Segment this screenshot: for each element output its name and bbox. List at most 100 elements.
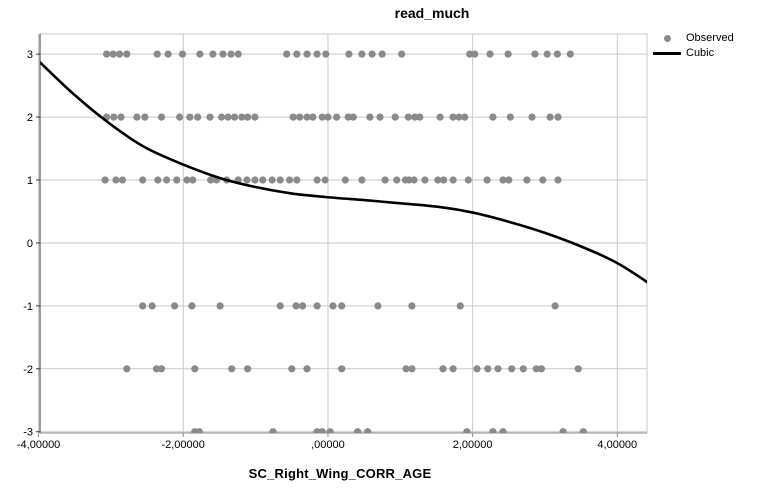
- x-tick-label: ,00000: [311, 439, 345, 451]
- observed-point: [404, 113, 412, 121]
- observed-point: [244, 113, 252, 121]
- legend-label-observed: Observed: [686, 32, 734, 44]
- observed-point: [421, 176, 429, 184]
- observed-point: [505, 176, 513, 184]
- observed-point: [157, 113, 166, 121]
- observed-point: [196, 50, 204, 58]
- legend-marker-box: [652, 34, 682, 42]
- observed-point: [393, 176, 401, 184]
- observed-point: [566, 50, 574, 58]
- observed-point: [391, 113, 399, 121]
- observed-point: [188, 302, 196, 310]
- observed-point: [176, 113, 184, 121]
- observed-point: [537, 365, 546, 373]
- observed-point: [218, 113, 226, 121]
- legend-label-cubic: Cubic: [686, 47, 715, 59]
- chart-title: read_much: [394, 5, 470, 21]
- y-tick-label: 0: [27, 238, 33, 250]
- x-tick-label: -2,00000: [161, 439, 204, 451]
- observed-point: [574, 365, 582, 373]
- observed-point: [227, 50, 235, 58]
- observed-point: [171, 302, 179, 310]
- cubic-line-marker-icon: [653, 51, 681, 55]
- observed-point: [539, 176, 547, 184]
- observed-point: [329, 302, 337, 310]
- observed-point: [234, 50, 242, 58]
- observed-point: [244, 365, 252, 373]
- observed-point: [313, 176, 321, 184]
- observed-point: [341, 176, 349, 184]
- observed-point: [411, 113, 419, 121]
- observed-point: [313, 50, 321, 58]
- legend-item-observed: Observed: [652, 32, 734, 44]
- observed-point: [123, 365, 131, 373]
- observed-point: [486, 50, 494, 58]
- observed-point: [508, 365, 516, 373]
- observed-point: [139, 302, 147, 310]
- observed-point: [154, 176, 162, 184]
- observed-point: [231, 113, 239, 121]
- observed-point: [408, 302, 416, 310]
- observed-point: [449, 113, 457, 121]
- observed-point: [376, 113, 384, 121]
- observed-point: [251, 113, 259, 121]
- observed-point: [559, 428, 567, 433]
- observed-point: [338, 302, 346, 310]
- y-tick-label: -2: [23, 364, 33, 376]
- observed-point: [118, 176, 127, 184]
- observed-point: [345, 50, 353, 58]
- observed-point: [224, 113, 232, 121]
- observed-point: [292, 302, 300, 310]
- observed-point: [463, 428, 471, 433]
- observed-point: [268, 176, 276, 184]
- observed-point: [531, 50, 539, 58]
- observed-point: [269, 428, 277, 433]
- observed-point: [519, 365, 527, 373]
- observed-point: [378, 50, 386, 58]
- observed-point: [141, 113, 149, 121]
- observed-point: [489, 428, 497, 433]
- legend: Observed Cubic: [652, 32, 734, 59]
- y-tick-label: 2: [27, 112, 33, 124]
- legend-marker-box: [652, 51, 682, 55]
- observed-point: [416, 113, 424, 121]
- observed-point: [434, 176, 442, 184]
- y-tick-labels: 3 2 1 0 -1 -2 -3: [23, 49, 33, 439]
- observed-point: [354, 428, 362, 433]
- x-tick-label: 4,00000: [597, 439, 637, 451]
- observed-point: [139, 176, 147, 184]
- observed-point: [103, 50, 111, 58]
- observed-point: [489, 113, 497, 121]
- gridlines: [38, 34, 647, 433]
- observed-point: [286, 176, 294, 184]
- observed-point: [243, 176, 251, 184]
- observed-point: [543, 50, 551, 58]
- observed-point: [191, 365, 199, 373]
- observed-point: [471, 50, 479, 58]
- observed-point: [338, 365, 346, 373]
- observed-point: [551, 302, 559, 310]
- observed-point: [364, 428, 372, 433]
- observed-point: [504, 50, 512, 58]
- observed-point: [554, 176, 562, 184]
- observed-point: [532, 365, 540, 373]
- observed-point: [133, 113, 141, 121]
- observed-point: [324, 113, 332, 121]
- observed-point: [456, 302, 464, 310]
- tick-marks: [36, 53, 618, 437]
- observed-point: [408, 365, 416, 373]
- observed-point: [546, 113, 554, 121]
- observed-point: [464, 176, 472, 184]
- observed-point: [358, 50, 366, 58]
- observed-point: [289, 113, 297, 121]
- observed-point: [117, 113, 125, 121]
- x-tick-label: -4,00000: [17, 439, 60, 451]
- observed-point: [216, 302, 224, 310]
- observed-point: [276, 302, 284, 310]
- observed-point: [207, 176, 215, 184]
- observed-point: [484, 365, 492, 373]
- observed-point: [288, 365, 296, 373]
- observed-point: [178, 50, 187, 58]
